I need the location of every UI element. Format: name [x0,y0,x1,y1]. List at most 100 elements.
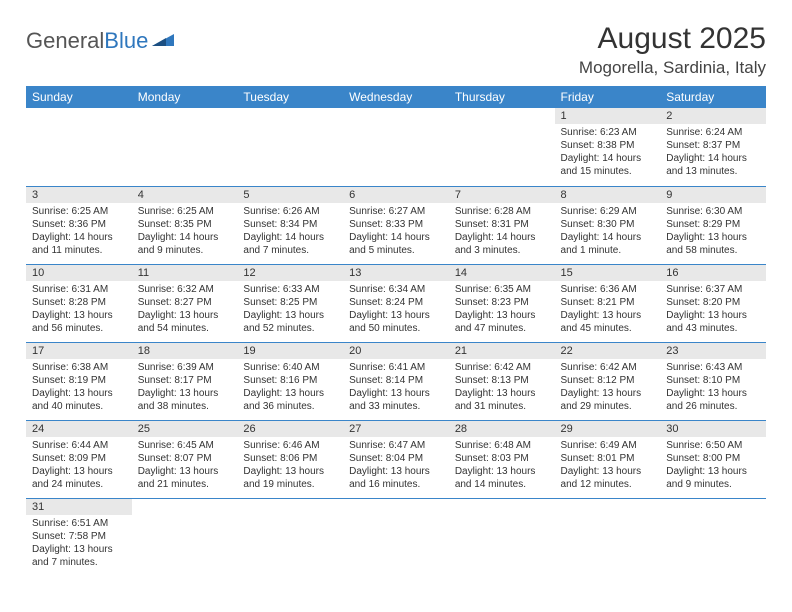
sunrise-text: Sunrise: 6:39 AM [138,361,232,374]
sunrise-text: Sunrise: 6:27 AM [349,205,443,218]
weekday-header: Friday [555,86,661,108]
sunset-text: Sunset: 8:27 PM [138,296,232,309]
sunset-text: Sunset: 8:13 PM [455,374,549,387]
calendar-cell: 26Sunrise: 6:46 AMSunset: 8:06 PMDayligh… [237,420,343,498]
daylight-text: Daylight: 13 hours and 21 minutes. [138,465,232,491]
day-data: Sunrise: 6:45 AMSunset: 8:07 PMDaylight:… [132,437,238,495]
day-data: Sunrise: 6:42 AMSunset: 8:13 PMDaylight:… [449,359,555,417]
day-number: 21 [449,343,555,359]
weekday-header: Wednesday [343,86,449,108]
sunrise-text: Sunrise: 6:42 AM [455,361,549,374]
sunrise-text: Sunrise: 6:45 AM [138,439,232,452]
daylight-text: Daylight: 13 hours and 33 minutes. [349,387,443,413]
daylight-text: Daylight: 14 hours and 11 minutes. [32,231,126,257]
location-text: Mogorella, Sardinia, Italy [579,58,766,78]
sunset-text: Sunset: 8:01 PM [561,452,655,465]
calendar-cell: 4Sunrise: 6:25 AMSunset: 8:35 PMDaylight… [132,186,238,264]
day-number: 18 [132,343,238,359]
calendar-cell [26,108,132,186]
day-number: 9 [660,187,766,203]
day-number: 23 [660,343,766,359]
sunrise-text: Sunrise: 6:47 AM [349,439,443,452]
day-number: 20 [343,343,449,359]
day-data: Sunrise: 6:33 AMSunset: 8:25 PMDaylight:… [237,281,343,339]
calendar-row: 3Sunrise: 6:25 AMSunset: 8:36 PMDaylight… [26,186,766,264]
calendar-cell: 28Sunrise: 6:48 AMSunset: 8:03 PMDayligh… [449,420,555,498]
calendar-cell: 3Sunrise: 6:25 AMSunset: 8:36 PMDaylight… [26,186,132,264]
calendar-cell: 15Sunrise: 6:36 AMSunset: 8:21 PMDayligh… [555,264,661,342]
calendar-cell: 9Sunrise: 6:30 AMSunset: 8:29 PMDaylight… [660,186,766,264]
daylight-text: Daylight: 14 hours and 9 minutes. [138,231,232,257]
weekday-header: Thursday [449,86,555,108]
day-data: Sunrise: 6:27 AMSunset: 8:33 PMDaylight:… [343,203,449,261]
daylight-text: Daylight: 13 hours and 50 minutes. [349,309,443,335]
day-data: Sunrise: 6:46 AMSunset: 8:06 PMDaylight:… [237,437,343,495]
sunrise-text: Sunrise: 6:34 AM [349,283,443,296]
sunrise-text: Sunrise: 6:26 AM [243,205,337,218]
calendar-cell: 19Sunrise: 6:40 AMSunset: 8:16 PMDayligh… [237,342,343,420]
sunrise-text: Sunrise: 6:35 AM [455,283,549,296]
sunrise-text: Sunrise: 6:36 AM [561,283,655,296]
daylight-text: Daylight: 13 hours and 26 minutes. [666,387,760,413]
day-data: Sunrise: 6:39 AMSunset: 8:17 PMDaylight:… [132,359,238,417]
sunrise-text: Sunrise: 6:46 AM [243,439,337,452]
sunset-text: Sunset: 8:06 PM [243,452,337,465]
sunrise-text: Sunrise: 6:48 AM [455,439,549,452]
day-number: 14 [449,265,555,281]
sunrise-text: Sunrise: 6:51 AM [32,517,126,530]
calendar-cell: 5Sunrise: 6:26 AMSunset: 8:34 PMDaylight… [237,186,343,264]
sunrise-text: Sunrise: 6:40 AM [243,361,337,374]
sunrise-text: Sunrise: 6:24 AM [666,126,760,139]
calendar-row: 1Sunrise: 6:23 AMSunset: 8:38 PMDaylight… [26,108,766,186]
day-data: Sunrise: 6:28 AMSunset: 8:31 PMDaylight:… [449,203,555,261]
calendar-cell: 30Sunrise: 6:50 AMSunset: 8:00 PMDayligh… [660,420,766,498]
day-number: 7 [449,187,555,203]
day-number: 4 [132,187,238,203]
day-data: Sunrise: 6:32 AMSunset: 8:27 PMDaylight:… [132,281,238,339]
day-number: 22 [555,343,661,359]
sunset-text: Sunset: 8:29 PM [666,218,760,231]
sunset-text: Sunset: 8:38 PM [561,139,655,152]
sunrise-text: Sunrise: 6:25 AM [138,205,232,218]
calendar-cell: 16Sunrise: 6:37 AMSunset: 8:20 PMDayligh… [660,264,766,342]
calendar-cell [660,498,766,576]
month-title: August 2025 [579,22,766,56]
sunset-text: Sunset: 8:34 PM [243,218,337,231]
day-data: Sunrise: 6:38 AMSunset: 8:19 PMDaylight:… [26,359,132,417]
sunrise-text: Sunrise: 6:33 AM [243,283,337,296]
sunset-text: Sunset: 8:07 PM [138,452,232,465]
daylight-text: Daylight: 13 hours and 47 minutes. [455,309,549,335]
sunrise-text: Sunrise: 6:29 AM [561,205,655,218]
day-number: 27 [343,421,449,437]
day-number: 25 [132,421,238,437]
sunset-text: Sunset: 8:28 PM [32,296,126,309]
calendar-cell [132,108,238,186]
day-data: Sunrise: 6:25 AMSunset: 8:35 PMDaylight:… [132,203,238,261]
calendar-cell: 14Sunrise: 6:35 AMSunset: 8:23 PMDayligh… [449,264,555,342]
day-number: 26 [237,421,343,437]
weekday-header-row: Sunday Monday Tuesday Wednesday Thursday… [26,86,766,108]
sunset-text: Sunset: 8:10 PM [666,374,760,387]
calendar-row: 17Sunrise: 6:38 AMSunset: 8:19 PMDayligh… [26,342,766,420]
day-data: Sunrise: 6:44 AMSunset: 8:09 PMDaylight:… [26,437,132,495]
day-number: 19 [237,343,343,359]
sunset-text: Sunset: 8:33 PM [349,218,443,231]
calendar-cell [237,108,343,186]
sunset-text: Sunset: 7:58 PM [32,530,126,543]
day-number: 2 [660,108,766,124]
calendar-cell: 21Sunrise: 6:42 AMSunset: 8:13 PMDayligh… [449,342,555,420]
sunset-text: Sunset: 8:37 PM [666,139,760,152]
daylight-text: Daylight: 13 hours and 52 minutes. [243,309,337,335]
daylight-text: Daylight: 13 hours and 43 minutes. [666,309,760,335]
sunrise-text: Sunrise: 6:28 AM [455,205,549,218]
sunset-text: Sunset: 8:21 PM [561,296,655,309]
sunset-text: Sunset: 8:35 PM [138,218,232,231]
calendar-cell [237,498,343,576]
daylight-text: Daylight: 13 hours and 45 minutes. [561,309,655,335]
day-data: Sunrise: 6:41 AMSunset: 8:14 PMDaylight:… [343,359,449,417]
daylight-text: Daylight: 13 hours and 7 minutes. [32,543,126,569]
calendar-row: 31Sunrise: 6:51 AMSunset: 7:58 PMDayligh… [26,498,766,576]
calendar-cell: 13Sunrise: 6:34 AMSunset: 8:24 PMDayligh… [343,264,449,342]
daylight-text: Daylight: 13 hours and 38 minutes. [138,387,232,413]
day-number: 29 [555,421,661,437]
